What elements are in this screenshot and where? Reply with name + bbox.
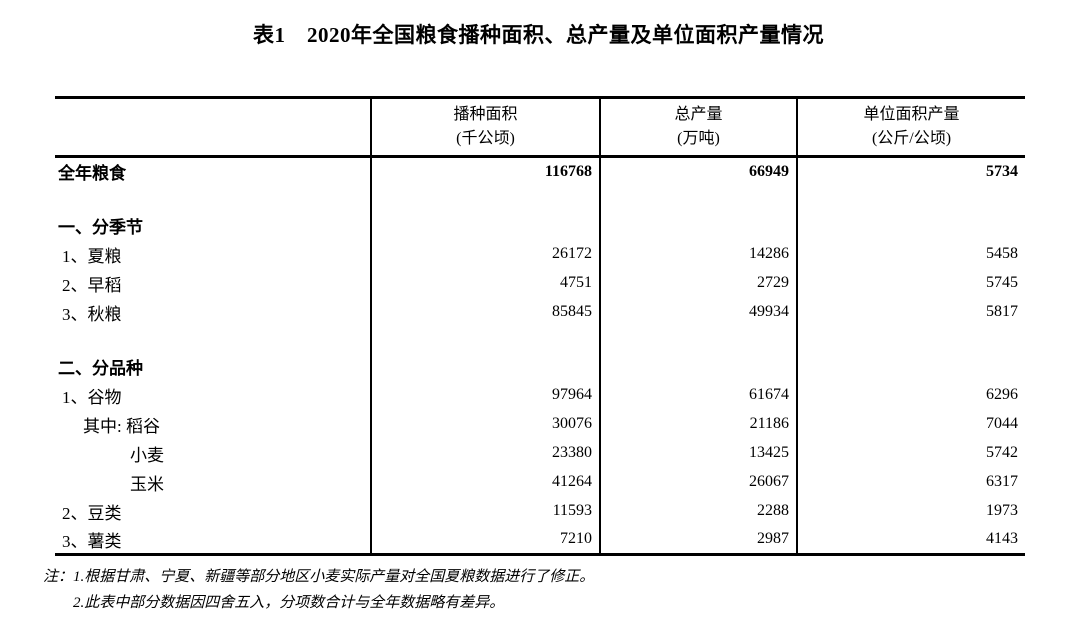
value-cell: 11593 — [370, 496, 600, 526]
table-row: 玉米 41264 26067 6317 — [55, 467, 1025, 497]
row-label: 其中: 稻谷 — [83, 416, 160, 436]
value-cell: 5458 — [796, 239, 1025, 269]
value-cell — [796, 326, 1025, 352]
value-cell: 6317 — [796, 467, 1025, 497]
value-cell: 5817 — [796, 297, 1025, 327]
value-cell: 7210 — [370, 525, 600, 555]
table-row: 全年粮食 116768 66949 5734 — [55, 156, 1025, 186]
value-cell — [796, 351, 1025, 381]
table-row: 3、薯类 7210 2987 4143 — [55, 525, 1025, 555]
header-total-output-unit: (万吨) — [677, 130, 720, 147]
value-cell — [796, 210, 1025, 240]
value-cell: 97964 — [370, 380, 600, 410]
value-cell — [370, 351, 600, 381]
table-row: 二、分品种 — [55, 351, 1025, 381]
row-label: 小麦 — [130, 445, 164, 465]
header-yield: 单位面积产量 (公斤/公顷) — [796, 97, 1025, 158]
row-label: 一、分季节 — [58, 217, 143, 237]
page-title: 表1 2020年全国粮食播种面积、总产量及单位面积产量情况 — [253, 23, 824, 47]
value-cell: 30076 — [370, 409, 600, 439]
header-total-output-title: 总产量 — [674, 106, 723, 123]
value-cell: 21186 — [599, 409, 797, 439]
row-label: 二、分品种 — [58, 358, 143, 378]
value-cell: 4143 — [796, 525, 1025, 555]
value-cell: 85845 — [370, 297, 600, 327]
value-cell — [370, 326, 600, 352]
row-label: 玉米 — [130, 474, 164, 494]
header-row: 播种面积 (千公顷) 总产量 (万吨) 单位面积产量 (公斤/公顷) — [55, 97, 1025, 158]
value-cell — [599, 185, 797, 211]
table-body: 全年粮食 116768 66949 5734 一、分季节 1、夏粮 26172 14286 54… — [55, 156, 1025, 555]
footnote-prefix: 注： — [43, 569, 74, 585]
header-sown-area: 播种面积 (千公顷) — [370, 97, 600, 158]
footnote-text-2: 2.此表中部分数据因四舍五入，分项数合计与全年数据略有差异。 — [73, 595, 505, 611]
value-cell: 7044 — [796, 409, 1025, 439]
value-cell: 49934 — [599, 297, 797, 327]
header-blank-cell — [55, 97, 371, 158]
row-label: 3、薯类 — [62, 531, 122, 551]
footnotes: 注：1.根据甘肃、宁夏、新疆等部分地区小麦实际产量对全国夏粮数据进行了修正。 2… — [43, 564, 1077, 616]
row-label — [55, 327, 371, 352]
header-yield-title: 单位面积产量 — [863, 106, 960, 123]
header-yield-unit: (公斤/公顷) — [871, 130, 952, 147]
value-cell: 5734 — [796, 156, 1025, 186]
row-label: 全年粮食 — [58, 164, 126, 184]
value-cell — [599, 351, 797, 381]
grain-statistics-table: 播种面积 (千公顷) 总产量 (万吨) 单位面积产量 (公斤/公顷) 全年粮食 1… — [55, 96, 1025, 556]
header-total-output: 总产量 (万吨) — [599, 97, 797, 158]
value-cell: 26067 — [599, 467, 797, 497]
footnote-line-1: 注：1.根据甘肃、宁夏、新疆等部分地区小麦实际产量对全国夏粮数据进行了修正。 — [43, 564, 1077, 590]
table-row: 2、豆类 11593 2288 1973 — [55, 496, 1025, 526]
value-cell: 13425 — [599, 438, 797, 468]
row-label: 3、秋粮 — [62, 304, 122, 324]
value-cell — [599, 210, 797, 240]
value-cell: 1973 — [796, 496, 1025, 526]
value-cell: 4751 — [370, 268, 600, 298]
table-row: 3、秋粮 85845 49934 5817 — [55, 297, 1025, 327]
value-cell: 26172 — [370, 239, 600, 269]
value-cell: 14286 — [599, 239, 797, 269]
row-label: 2、早稻 — [62, 275, 122, 295]
value-cell: 23380 — [370, 438, 600, 468]
table-row: 其中: 稻谷 30076 21186 7044 — [55, 409, 1025, 439]
table-row: 小麦 23380 13425 5742 — [55, 438, 1025, 468]
value-cell: 6296 — [796, 380, 1025, 410]
row-label: 2、豆类 — [62, 503, 122, 523]
row-label: 1、谷物 — [62, 387, 122, 407]
footnote-text-1: 1.根据甘肃、宁夏、新疆等部分地区小麦实际产量对全国夏粮数据进行了修正。 — [73, 569, 595, 585]
header-sown-area-unit: (千公顷) — [456, 130, 515, 147]
table-row: 一、分季节 — [55, 210, 1025, 240]
table-row: 1、谷物 97964 61674 6296 — [55, 380, 1025, 410]
value-cell: 116768 — [370, 156, 600, 186]
row-label — [55, 186, 371, 211]
spacer-row — [55, 326, 1025, 352]
value-cell — [599, 326, 797, 352]
value-cell: 61674 — [599, 380, 797, 410]
value-cell: 5745 — [796, 268, 1025, 298]
value-cell: 41264 — [370, 467, 600, 497]
value-cell — [370, 185, 600, 211]
value-cell: 5742 — [796, 438, 1025, 468]
table-row: 2、早稻 4751 2729 5745 — [55, 268, 1025, 298]
value-cell: 2987 — [599, 525, 797, 555]
spacer-row — [55, 185, 1025, 211]
value-cell: 66949 — [599, 156, 797, 186]
value-cell: 2729 — [599, 268, 797, 298]
footnote-line-2: 2.此表中部分数据因四舍五入，分项数合计与全年数据略有差异。 — [43, 590, 1077, 616]
value-cell — [370, 210, 600, 240]
row-label: 1、夏粮 — [62, 246, 122, 266]
value-cell: 2288 — [599, 496, 797, 526]
value-cell — [796, 185, 1025, 211]
table-row: 1、夏粮 26172 14286 5458 — [55, 239, 1025, 269]
header-sown-area-title: 播种面积 — [453, 106, 518, 123]
